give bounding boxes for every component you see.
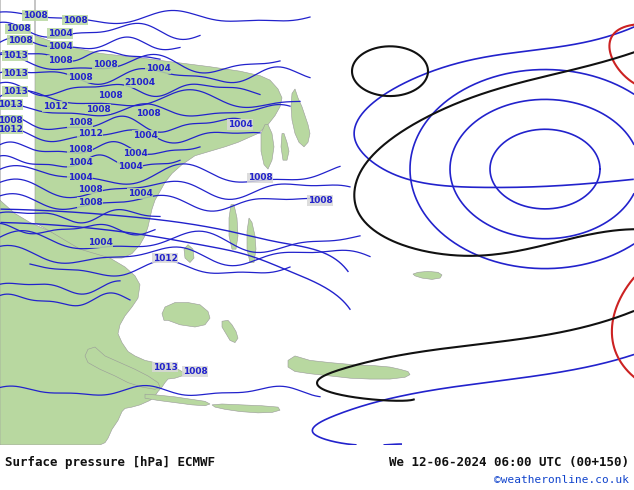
Text: 1008: 1008 <box>8 36 32 45</box>
Polygon shape <box>281 133 289 160</box>
Polygon shape <box>247 218 256 263</box>
Text: 1012: 1012 <box>77 129 103 138</box>
Text: 1008: 1008 <box>68 145 93 153</box>
Text: 1004: 1004 <box>87 238 112 247</box>
Text: 1004: 1004 <box>127 189 152 198</box>
Text: 1004: 1004 <box>146 65 171 74</box>
Polygon shape <box>184 245 194 263</box>
Text: 1008: 1008 <box>136 109 160 118</box>
Polygon shape <box>222 320 238 343</box>
Polygon shape <box>288 356 410 379</box>
Polygon shape <box>0 0 185 445</box>
Text: 1008: 1008 <box>248 173 273 182</box>
Text: 1004: 1004 <box>68 173 93 182</box>
Polygon shape <box>413 271 442 279</box>
Text: 1008: 1008 <box>307 196 332 205</box>
Text: ©weatheronline.co.uk: ©weatheronline.co.uk <box>494 475 629 486</box>
Text: 1008: 1008 <box>98 91 122 100</box>
Text: 1013: 1013 <box>3 51 27 60</box>
Text: 1004: 1004 <box>122 149 148 158</box>
Polygon shape <box>291 89 310 147</box>
Text: 1008: 1008 <box>77 185 102 194</box>
Text: 1013: 1013 <box>0 100 22 109</box>
Text: 1012: 1012 <box>153 253 178 263</box>
Text: 1013: 1013 <box>3 69 27 78</box>
Text: 1008: 1008 <box>77 198 102 207</box>
Text: 1012: 1012 <box>0 124 22 134</box>
Text: 1013: 1013 <box>3 87 27 96</box>
Text: We 12-06-2024 06:00 UTC (00+150): We 12-06-2024 06:00 UTC (00+150) <box>389 456 629 469</box>
Text: 1004: 1004 <box>48 29 72 38</box>
Text: 1008: 1008 <box>93 60 117 69</box>
Text: Surface pressure [hPa] ECMWF: Surface pressure [hPa] ECMWF <box>5 456 215 469</box>
Text: 1008: 1008 <box>68 118 93 127</box>
Text: 1012: 1012 <box>42 102 67 111</box>
Polygon shape <box>212 404 280 413</box>
Text: 1008: 1008 <box>183 367 207 376</box>
Text: 1008: 1008 <box>68 74 93 82</box>
Text: 1004: 1004 <box>133 131 157 140</box>
Polygon shape <box>229 205 238 249</box>
Text: 1008: 1008 <box>48 55 72 65</box>
Text: 1008: 1008 <box>63 16 87 24</box>
Text: 1008: 1008 <box>0 116 22 124</box>
Text: 1004: 1004 <box>228 120 252 129</box>
Text: 1004: 1004 <box>117 162 143 171</box>
Polygon shape <box>162 302 210 327</box>
Text: 1008: 1008 <box>6 24 30 33</box>
Text: 1008: 1008 <box>86 104 110 114</box>
Polygon shape <box>261 124 274 169</box>
Polygon shape <box>35 0 282 258</box>
Text: 1004: 1004 <box>48 42 72 51</box>
Text: 1013: 1013 <box>153 363 178 371</box>
Text: 21004: 21004 <box>124 78 155 87</box>
Text: 1008: 1008 <box>23 11 48 20</box>
Text: 1004: 1004 <box>68 158 93 167</box>
Polygon shape <box>85 347 160 389</box>
Polygon shape <box>145 394 210 406</box>
